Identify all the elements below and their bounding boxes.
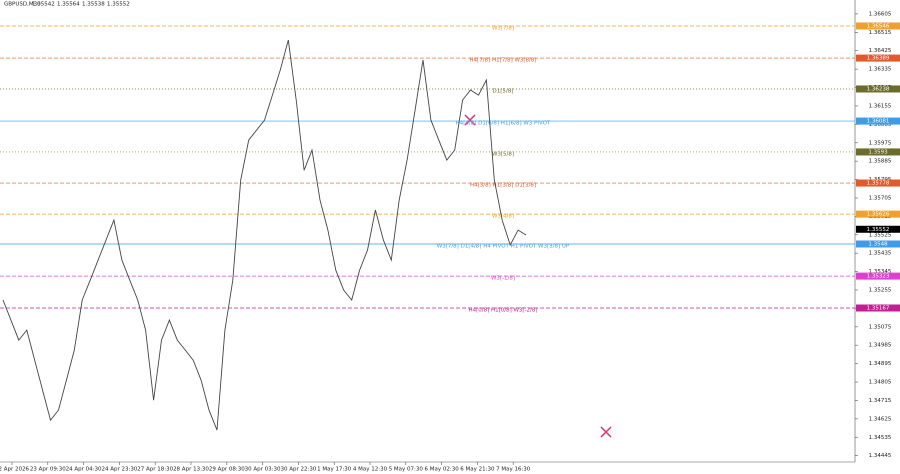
- x-tick-label: 4 May 12:30: [353, 467, 388, 473]
- high: 1.35564: [57, 2, 80, 8]
- x-tick-label: 29 Apr 08:30: [209, 467, 245, 473]
- price-tag-label: 1.3548: [868, 241, 888, 247]
- level-label: W3[5/8]: [492, 151, 514, 157]
- level-label: H4[4/8] D1[6/8] H1[6/8] W3 PIVOT: [456, 121, 551, 127]
- price-tag: [856, 304, 900, 312]
- price-tag: [856, 240, 900, 248]
- price-tag-label: 1.35626: [867, 212, 890, 218]
- symbol: GBPUSD,M30: [4, 2, 41, 8]
- y-tick-label: 1.34445: [869, 453, 892, 459]
- y-tick-label: 1.35975: [869, 140, 892, 146]
- y-tick-label: 1.36515: [869, 30, 892, 36]
- price-line: [2, 39, 527, 431]
- x-tick-label: 1 May 17:30: [317, 467, 352, 473]
- x-tick-label: 5 May 07:30: [389, 467, 424, 473]
- y-tick-label: 1.35525: [869, 232, 892, 238]
- level-label: W3[-1/8]: [491, 276, 515, 282]
- open: 1.35542: [32, 2, 55, 8]
- price-tag: [856, 85, 900, 93]
- price-tag: [856, 148, 900, 156]
- price-tag: [856, 210, 900, 218]
- y-tick-label: 1.35885: [869, 159, 892, 165]
- x-tick-label: 30 Apr 03:30: [245, 467, 281, 473]
- price-tag-label: 1.36546: [867, 23, 890, 29]
- price-tag-label: 1.3593: [868, 149, 888, 155]
- current-price-label: 1.35552: [867, 227, 890, 233]
- price-tag: [856, 54, 900, 62]
- level-label: W3[7/8]: [492, 25, 514, 31]
- price-tag-label: 1.36238: [867, 86, 890, 92]
- y-tick-label: 1.34805: [869, 380, 892, 386]
- y-tick-label: 1.36335: [869, 67, 892, 73]
- x-tick-label: 6 May 02:30: [424, 467, 459, 473]
- level-label: H4[0/8] H1[0/8] W3[-2/8]: [468, 308, 537, 314]
- y-tick-label: 1.35255: [869, 288, 892, 294]
- x-tick-label: 24 Apr 04:30: [66, 467, 102, 473]
- y-tick-label: 1.34625: [869, 416, 892, 422]
- price-tag-label: 1.36081: [867, 119, 890, 125]
- x-tick-label: 7 May 16:30: [496, 467, 531, 473]
- y-tick-label: 1.34895: [869, 361, 892, 367]
- x-tick-label: 24 Apr 23:30: [101, 467, 137, 473]
- price-tag-label: 1.35167: [867, 306, 890, 312]
- level-label: D1[5/8]: [493, 88, 514, 94]
- y-tick-label: 1.36065: [869, 122, 892, 128]
- y-tick-label: 1.34985: [869, 343, 892, 349]
- price-tag: [856, 179, 900, 187]
- level-label: H4[7/8] H1[7/8] W3[8/8]: [469, 58, 536, 64]
- cross-marker: [464, 114, 476, 126]
- price-tag: [856, 117, 900, 125]
- y-tick-label: 1.35345: [869, 269, 892, 275]
- cross-marker: [600, 426, 612, 438]
- x-tick-label: 6 May 21:30: [460, 467, 495, 473]
- x-tick-label: 30 Apr 22:30: [280, 467, 316, 473]
- y-tick-label: 1.34715: [869, 398, 892, 404]
- price-tag: [856, 22, 900, 30]
- y-tick-label: 1.36605: [869, 11, 892, 17]
- x-tick-label: 22 Apr 2026: [0, 467, 30, 473]
- close: 1.35552: [107, 2, 130, 8]
- price-tag: [856, 272, 900, 280]
- level-label: H4[3/8] H1[3/8] D1[3/8]: [470, 183, 536, 189]
- current-price-tag: [856, 225, 900, 233]
- level-label: W3[4/8]: [492, 214, 514, 220]
- y-tick-label: 1.35075: [869, 324, 892, 330]
- y-tick-label: 1.36425: [869, 48, 892, 54]
- y-tick-label: 1.36155: [869, 103, 892, 109]
- price-tag-label: 1.36389: [867, 56, 890, 62]
- price-tag-label: 1.35323: [867, 274, 890, 280]
- low: 1.35538: [82, 2, 105, 8]
- y-tick-label: 1.34535: [869, 435, 892, 441]
- y-tick-label: 1.35705: [869, 195, 892, 201]
- price-tag-label: 1.35778: [867, 181, 890, 187]
- level-label: W3[7/8] D1[4/8] H4 PIVOT H1 PIVOT W3[3/8…: [437, 243, 570, 249]
- y-tick-label: 1.35435: [869, 251, 892, 257]
- x-tick-label: 28 Apr 13:30: [173, 467, 209, 473]
- x-tick-label: 27 Apr 18:30: [137, 467, 173, 473]
- x-tick-label: 23 Apr 09:30: [30, 467, 66, 473]
